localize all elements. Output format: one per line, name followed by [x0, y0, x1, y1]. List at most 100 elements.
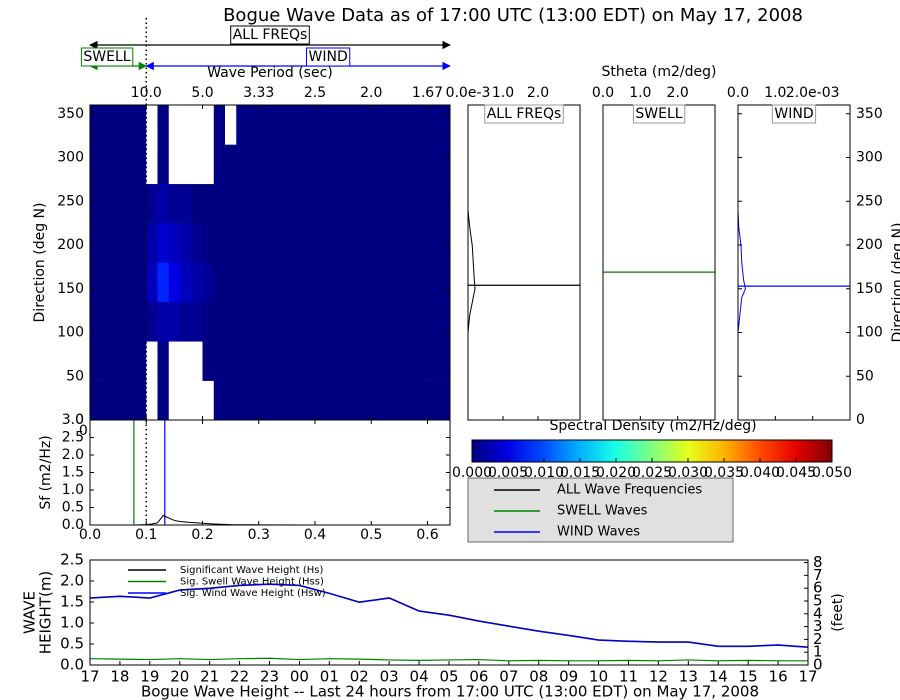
heatmap-cell: [146, 144, 158, 185]
heatmap-cell: [315, 380, 327, 421]
x-tick-label: 10: [589, 668, 608, 686]
x-tick-label: 2.0e-03: [786, 85, 840, 101]
heatmap-cell: [270, 223, 282, 263]
x-tick-label: 17: [80, 668, 99, 686]
annotation-box: [306, 47, 351, 67]
heatmap-cell: [303, 380, 316, 421]
heatmap-cell: [281, 380, 293, 421]
heatmap-cell: [270, 105, 282, 145]
heatmap-cell: [393, 262, 406, 303]
y-tick-label: 2.0: [60, 572, 84, 590]
heatmap-cell: [168, 105, 181, 145]
heatmap-cell: [225, 380, 237, 421]
heatmap-cell: [101, 341, 113, 381]
heatmap-cell: [393, 105, 406, 145]
heatmap-cell: [371, 262, 383, 303]
heatmap-cell: [315, 223, 327, 263]
heatmap-cell: [123, 105, 136, 145]
heatmap-cell: [225, 144, 237, 185]
heatmap-cell: [360, 301, 372, 342]
heatmap-cell: [382, 262, 395, 303]
heatmap-cell: [112, 144, 125, 185]
heatmap-cell: [236, 183, 248, 224]
heatmap-cell: [438, 380, 451, 421]
colorbar-tick-label: 0.045: [776, 465, 816, 481]
heatmap-cell: [315, 183, 327, 224]
heatmap-cell: [146, 105, 158, 145]
heatmap-cell: [315, 105, 327, 145]
colorbar-tick-label: 0.035: [704, 465, 744, 481]
colorbar-tick-label: 0.025: [632, 465, 672, 481]
y-tick-label: 0.5: [62, 500, 84, 516]
heatmap-cell: [258, 223, 271, 263]
heatmap-cell: [112, 262, 125, 303]
heatmap-cell: [292, 262, 305, 303]
heatmap-cell: [371, 144, 383, 185]
heatmap-cell: [292, 380, 305, 421]
heatmap-cell: [315, 262, 327, 303]
heatmap-cell: [371, 105, 383, 145]
heatmap-cell: [371, 380, 383, 421]
heatmap-cell: [292, 144, 305, 185]
legend-label: SWELL Waves: [557, 504, 648, 519]
heatmap-cell: [213, 380, 226, 421]
heatmap-cell: [438, 301, 451, 342]
x-tick-label: 03: [380, 668, 399, 686]
heatmap-cell: [326, 380, 338, 421]
heatmap-cell: [281, 144, 293, 185]
annotation-label: ALL FREQs: [233, 27, 308, 43]
heatmap-cell: [247, 380, 260, 421]
heatmap-cell: [236, 341, 248, 381]
heatmap-cell: [236, 262, 248, 303]
heatmap-cell: [416, 183, 428, 224]
heatmap-cell: [168, 144, 181, 185]
y2-axis-label: (feet): [830, 593, 846, 632]
heatmap-cell: [315, 341, 327, 381]
heatmap-cell: [213, 183, 226, 224]
colorbar-tick-label: 0.005: [488, 465, 528, 481]
heatmap-cell: [438, 223, 451, 263]
heatmap-cell: [135, 301, 147, 342]
heatmap-cell: [416, 380, 428, 421]
x-tick-label: 08: [529, 668, 548, 686]
heatmap-cell: [123, 301, 136, 342]
x2-tick-label: 2.0: [360, 85, 382, 101]
y-axis-label: Direction (deg N): [890, 223, 900, 343]
heatmap-cell: [258, 144, 271, 185]
colorbar-tick-label: 0.030: [668, 465, 708, 481]
colorbar-tick-label: 0.050: [812, 465, 852, 481]
heatmap-cell: [90, 223, 102, 263]
heatmap-cell: [168, 341, 181, 381]
x-tick-label: 01: [320, 668, 339, 686]
heatmap-cell: [303, 223, 316, 263]
heatmap-cell: [213, 105, 226, 145]
heatmap-cell: [213, 301, 226, 342]
heatmap-cell: [371, 301, 383, 342]
y-axis-label: Direction (deg N): [32, 203, 48, 323]
heatmap-cell: [157, 105, 170, 145]
x-tick-label: 1.0: [492, 85, 514, 101]
heatmap-cell: [236, 105, 248, 145]
heatmap-cell: [225, 262, 237, 303]
heatmap-cell: [326, 341, 338, 381]
heatmap-cell: [168, 301, 181, 342]
heatmap-cell: [202, 223, 215, 263]
heatmap-cell: [405, 341, 417, 381]
y-tick-label: 250: [856, 193, 883, 209]
heatmap-cell: [258, 183, 271, 224]
legend-label: WIND Waves: [557, 525, 640, 540]
heatmap-cell: [416, 301, 428, 342]
panel-bg: [738, 105, 850, 420]
heatmap-cell: [146, 341, 158, 381]
x-tick-label: 0.0: [592, 85, 614, 101]
heatmap-cell: [382, 183, 395, 224]
heatmap-cell: [427, 262, 440, 303]
heatmap-cell: [180, 341, 192, 381]
heatmap-cell: [168, 380, 181, 421]
heatmap-cell: [292, 341, 305, 381]
legend-box: [467, 477, 734, 543]
heatmap-cell: [348, 183, 361, 224]
figure-title: Bogue Wave Data as of 17:00 UTC (13:00 E…: [223, 5, 803, 26]
x-tick-label: 00: [290, 668, 309, 686]
heatmap-cell: [438, 144, 451, 185]
